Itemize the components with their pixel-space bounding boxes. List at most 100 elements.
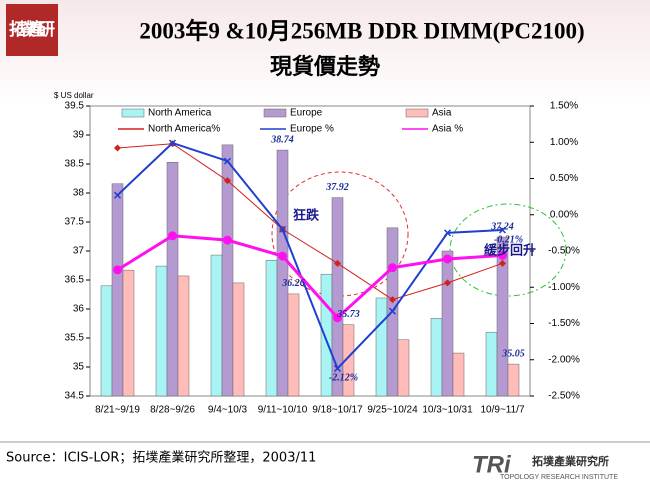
bar [496,236,509,397]
bar [232,282,245,397]
y2-tick-label: -1.00% [548,282,580,293]
institute-en: TOPOLOGY RESEARCH INSTITUTE [500,474,618,481]
marker [498,250,507,260]
legend-label: Europe % [290,124,334,135]
y-tick-label: 38 [73,188,85,199]
x-tick-label: 9/25~10/24 [367,405,418,416]
marker [113,191,122,199]
y-tick-label: 36.5 [65,275,85,286]
x-tick-label: 9/18~10/17 [312,405,363,416]
marker [168,139,177,147]
x-tick-label: 9/11~10/10 [258,405,308,416]
value-label: 37.92 [325,182,349,193]
bar [342,324,355,397]
bar [122,269,135,397]
value-label: 37.24 [490,221,514,232]
bar [100,285,113,397]
legend-label: North America% [148,124,220,135]
bar [265,260,278,397]
legend-label: Asia % [432,124,463,135]
x-tick-label: 10/9~11/7 [480,405,524,416]
marker [333,313,342,323]
source: Source：ICIS-LOR；拓墣產業研究所整理，2003/11 [6,450,316,466]
bar [430,318,443,397]
value-label: 35.73 [336,309,360,320]
bar [485,331,498,397]
marker [499,259,506,267]
marker [444,279,451,287]
y-tick-label: 37.5 [65,217,85,228]
y2-tick-label: 0.50% [550,173,578,184]
y-tick-label: 34.5 [65,391,85,402]
y2-tick-label: -2.50% [548,391,580,402]
y-tick-label: 37 [73,246,85,257]
bar [397,339,410,397]
value-label: 36.26 [281,278,305,289]
marker [443,254,452,264]
line [116,141,503,371]
y-axis-label: $ US dollar [54,91,94,100]
annotation: 緩步回升 [484,243,536,259]
bar [331,197,344,397]
bar [452,352,465,397]
y-tick-label: 39.5 [65,101,85,112]
line [117,143,503,301]
x-tick-label: 8/28~9/26 [150,405,195,416]
bar [155,265,168,397]
marker [388,307,397,315]
marker [113,265,122,275]
bar [177,275,190,397]
y2-tick-label: 1.50% [550,101,578,112]
marker [223,235,232,245]
y2-tick-label: 0.00% [550,209,578,220]
marker [334,259,341,267]
marker [278,225,287,233]
legend-label: North America [148,108,212,119]
y-tick-label: 39 [73,130,85,141]
chart-subtitle: 現貨價走勢 [270,54,380,80]
logo-box [6,4,58,56]
y-tick-label: 35 [73,362,85,373]
bar [287,293,300,397]
annotation: 狂跌 [293,208,320,224]
marker [389,296,396,304]
bar [210,254,223,397]
marker [223,157,232,165]
value-label: -2.12% [329,373,358,384]
brand-mark: 拓墣產研 [9,19,55,40]
marker [224,177,231,185]
y2-tick-label: -2.00% [548,354,580,365]
legend-swatch [405,108,429,118]
y2-tick-label: -0.50% [548,246,580,257]
chart-title: 2003年9 &10月256MB DDR DIMM(PC2100) [139,17,584,43]
value-label: 38.74 [270,134,294,145]
bar [276,149,289,397]
x-tick-label: 8/21~9/19 [95,405,140,416]
marker [388,263,397,273]
marker [278,251,287,261]
value-label: -0.21% [494,234,523,245]
bar [441,250,454,397]
marker [498,226,507,234]
line [116,234,503,320]
bar [166,162,179,397]
value-label: 35.05 [501,348,525,359]
marker [333,364,342,372]
y-tick-label: 35.5 [65,333,85,344]
highlight-ellipse [449,203,567,297]
y-tick-label: 36 [73,304,85,315]
bar [375,297,388,397]
bar [111,183,124,397]
y2-tick-label: -1.50% [548,318,580,329]
marker [114,144,121,152]
bar [221,144,234,397]
x-tick-label: 9/4~10/3 [208,405,248,416]
legend-swatch [263,108,287,118]
legend-label: Europe [290,108,323,119]
legend-label: Asia [432,108,452,119]
tri-logo: TRi [472,451,512,478]
marker [168,231,177,241]
x-tick-label: 10/3~10/31 [422,405,473,416]
